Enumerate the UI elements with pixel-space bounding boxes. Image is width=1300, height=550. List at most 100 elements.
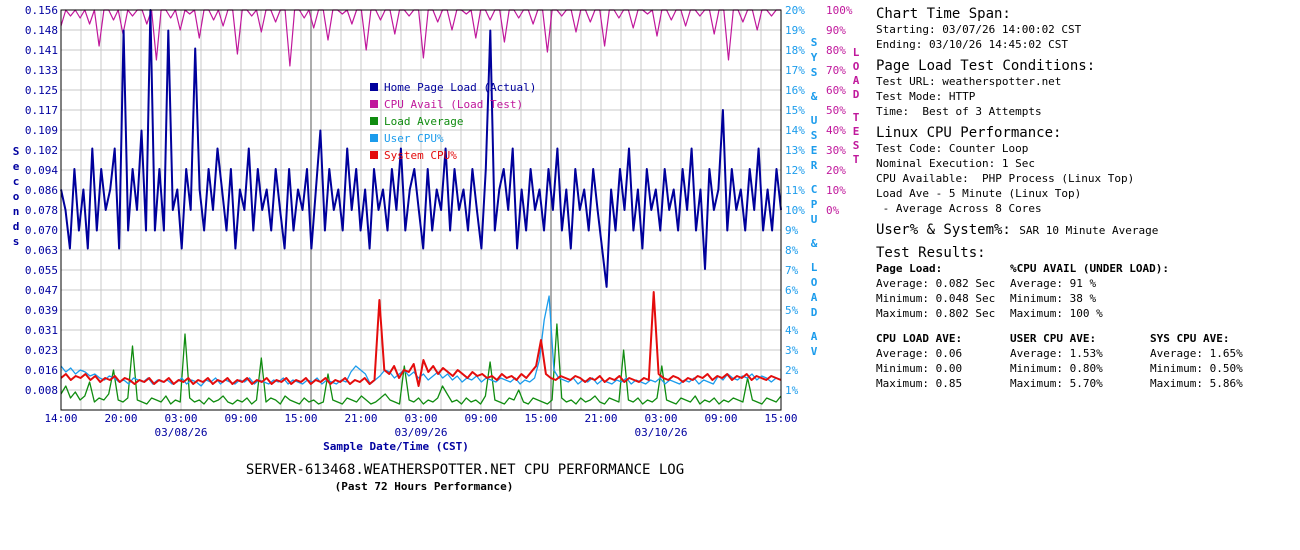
y-load-tick: 90% (826, 24, 846, 37)
legend-swatch (370, 117, 378, 125)
conditions-heading: Page Load Test Conditions: (876, 58, 1096, 74)
y-left-tick: 0.063 (25, 244, 58, 257)
y-load-label-char: S (853, 139, 860, 152)
y-right-label-char: & (811, 237, 818, 250)
page-load-maximum: Maximum: 0.802 Sec (876, 307, 996, 320)
y-right-tick: 6% (785, 284, 799, 297)
y-left-tick: 0.016 (25, 364, 58, 377)
y-load-label-char: T (853, 153, 860, 166)
series-line-0 (60, 9, 782, 288)
y-left-tick: 0.070 (25, 224, 58, 237)
y-load-tick: 80% (826, 44, 846, 57)
cpu-avail-header: %CPU AVAIL (UNDER LOAD): (1010, 262, 1169, 275)
y-left-label-char: o (13, 190, 20, 203)
y-right-tick: 1% (785, 384, 799, 397)
legend-label: Load Average (384, 115, 463, 128)
y-right-tick: 15% (785, 104, 805, 117)
results-top-grid: Page Load: Average: 0.082 Sec Minimum: 0… (876, 261, 1296, 321)
y-right-label-char: A (811, 291, 818, 304)
y-right-tick: 5% (785, 304, 799, 317)
y-left-tick: 0.055 (25, 264, 58, 277)
x-date-label: 03/08/26 (155, 426, 208, 439)
y-right-tick: 8% (785, 244, 799, 257)
x-date-label: 03/10/26 (635, 426, 688, 439)
user-cpu-col: USER CPU AVE: Average: 1.53% Minimum: 0.… (1010, 331, 1150, 391)
load-ave-maximum: Maximum: 0.85 (876, 377, 963, 390)
y-left-tick: 0.023 (25, 344, 58, 357)
y-left-tick: 0.039 (25, 304, 58, 317)
y-right-label-char: S (811, 36, 818, 49)
y-right-label-char: & (811, 90, 818, 103)
y-right-tick: 14% (785, 124, 805, 137)
load-ave-header: CPU LOAD AVE: (876, 332, 963, 345)
y-right-tick: 17% (785, 64, 805, 77)
user-cpu-maximum: Maximum: 5.70% (1010, 377, 1103, 390)
load-ave-minimum: Minimum: 0.00 (876, 362, 963, 375)
load-average-desc: Load Ave - 5 Minute (Linux Top) (876, 187, 1082, 200)
results-bottom-grid: CPU LOAD AVE: Average: 0.06 Minimum: 0.0… (876, 331, 1296, 391)
sys-cpu-maximum: Maximum: 5.86% (1150, 377, 1243, 390)
y-right-label-char: D (811, 306, 818, 319)
legend-swatch (370, 83, 378, 91)
page-load-col: Page Load: Average: 0.082 Sec Minimum: 0… (876, 261, 1010, 321)
y-left-label-char: e (13, 160, 20, 173)
y-load-label-char: O (853, 60, 860, 73)
page-load-header: Page Load: (876, 262, 943, 275)
x-tick-label: 15:00 (764, 412, 797, 425)
user-system-label: User% & System%: (876, 222, 1011, 238)
plot-frame (60, 9, 782, 411)
x-tick-label: 20:00 (104, 412, 137, 425)
y-left-label-char: d (13, 220, 20, 233)
y-load-tick: 40% (826, 124, 846, 137)
cpu-avail-minimum: Minimum: 38 % (1010, 292, 1097, 305)
performance-chart: 14:00 20:00 03:00 09:00 15:00 21:00 03:00 09:00… (13, 4, 860, 453)
legend-label: User CPU% (384, 132, 444, 145)
nominal-execution: Nominal Execution: 1 Sec (876, 157, 1035, 170)
y-right-label-char: C (811, 183, 818, 196)
cpu-avail-average: Average: 91 % (1010, 277, 1097, 290)
y-left-label-char: n (13, 205, 20, 218)
x-tick-label: 21:00 (584, 412, 617, 425)
y-load-label-char: T (853, 111, 860, 124)
y-left-tick: 0.047 (25, 284, 58, 297)
y-left-label-char: s (13, 235, 20, 248)
time-span-heading: Chart Time Span: (876, 6, 1011, 22)
legend-swatch (370, 100, 378, 108)
y-left-tick: 0.102 (25, 144, 58, 157)
page-load-minimum: Minimum: 0.048 Sec (876, 292, 996, 305)
y-right-label-char: U (811, 213, 818, 226)
sys-cpu-col: SYS CPU AVE: Average: 1.65% Minimum: 0.5… (1150, 331, 1290, 391)
legend-label: Home Page Load (Actual) (384, 81, 536, 94)
cpu-avail-maximum: Maximum: 100 % (1010, 307, 1103, 320)
info-panel: Chart Time Span: Starting: 03/07/26 14:0… (876, 6, 1296, 391)
series-line-4 (60, 291, 782, 387)
y-right-tick: 2% (785, 364, 799, 377)
cpu-performance-heading: Linux CPU Performance: (876, 125, 1062, 141)
sys-cpu-header: SYS CPU AVE: (1150, 332, 1230, 345)
page-load-average: Average: 0.082 Sec (876, 277, 996, 290)
legend-swatch (370, 151, 378, 159)
y-load-label-char: E (853, 125, 860, 138)
y-right-tick: 9% (785, 224, 799, 237)
x-tick-label: 03:00 (164, 412, 197, 425)
y-load-tick: 100% (826, 4, 853, 17)
y-left-tick: 0.094 (25, 164, 58, 177)
y-right-tick: 18% (785, 44, 805, 57)
user-cpu-average: Average: 1.53% (1010, 347, 1103, 360)
y-right-tick: 12% (785, 164, 805, 177)
y-load-tick: 20% (826, 164, 846, 177)
y-right-label-char: A (811, 330, 818, 343)
y-right-tick: 4% (785, 324, 799, 337)
y-right-tick: 11% (785, 184, 805, 197)
y-left-label-char: S (13, 145, 20, 158)
x-axis-label: Sample Date/Time (CST) (323, 440, 469, 453)
y-right-tick: 3% (785, 344, 799, 357)
y-left-label-char: c (13, 175, 20, 188)
legend-swatch (370, 134, 378, 142)
y-left-tick: 0.117 (25, 104, 58, 117)
chart-subtitle: (Past 72 Hours Performance) (334, 480, 514, 493)
y-left-tick: 0.031 (25, 324, 58, 337)
y-right-label-char: E (811, 144, 818, 157)
cpu-avail-col: %CPU AVAIL (UNDER LOAD): Average: 91 % M… (1010, 261, 1260, 321)
test-mode: Test Mode: HTTP (876, 90, 976, 103)
